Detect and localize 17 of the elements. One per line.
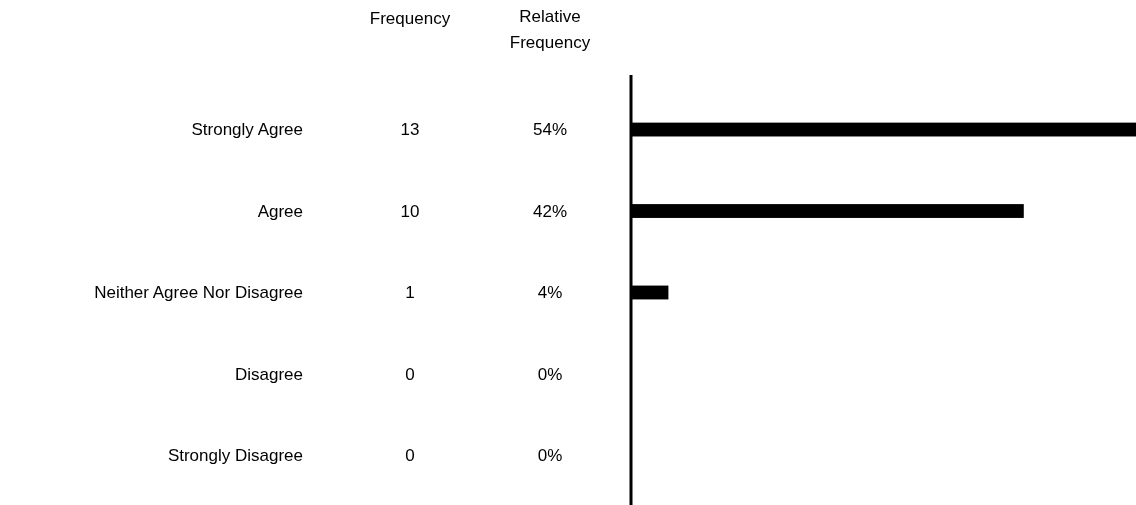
text: 1 — [405, 283, 415, 303]
data-label: 42% — [532, 201, 568, 221]
y-tick-label: Neither Agree Nor Disagree — [94, 283, 303, 303]
y-tick-label: Strongly Agree — [191, 120, 303, 140]
data-label: 0% — [537, 364, 563, 384]
text: 10 — [400, 201, 420, 221]
y-tick-label: Agree — [257, 201, 303, 221]
data-label: 4% — [537, 283, 563, 303]
y-tick-label: Disagree — [234, 364, 303, 384]
text: 13 — [400, 120, 420, 140]
text: 0 — [405, 364, 415, 384]
text: 0 — [405, 446, 415, 466]
y-tick-label: Strongly Disagree — [167, 446, 303, 466]
text: Relative Frequency — [509, 7, 591, 52]
data-label: 54% — [532, 120, 568, 140]
data-label: 0% — [537, 446, 563, 466]
text: Frequency — [369, 9, 451, 28]
